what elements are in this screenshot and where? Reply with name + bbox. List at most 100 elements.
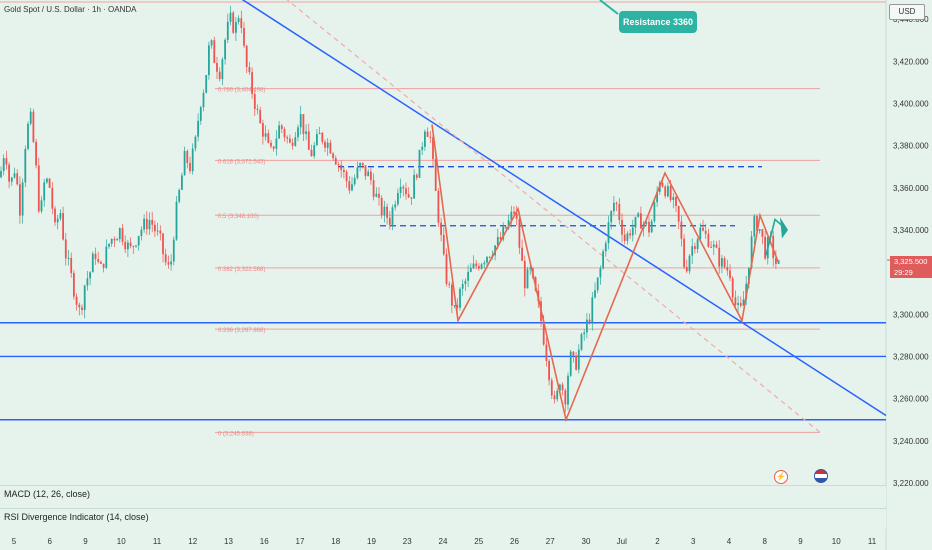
candle-body-270 [729, 270, 731, 279]
candle-body-56 [151, 219, 154, 225]
candle-body-245 [661, 182, 664, 187]
candle-body-241 [650, 221, 653, 233]
candle-body-84 [226, 21, 229, 40]
candle-body-137 [370, 171, 372, 181]
candle-body-254 [685, 267, 688, 272]
candle-body-204 [550, 380, 553, 396]
candle-body-76 [205, 75, 208, 93]
candle-body-129 [348, 181, 351, 191]
candle-body-78 [210, 40, 213, 46]
x-tick-19: 3 [691, 537, 696, 546]
candle-body-148 [399, 186, 402, 194]
fib-label-3: 0.382 (3,322.568) [218, 267, 265, 273]
x-tick-16: 30 [582, 537, 591, 546]
candle-body-268 [723, 258, 726, 268]
candle-body-188 [507, 220, 510, 229]
candle-body-208 [561, 384, 564, 391]
candle-body-136 [367, 171, 370, 177]
candle-body-135 [364, 165, 367, 177]
flash-icon[interactable]: ⚡ [774, 470, 788, 484]
candle-body-36 [97, 258, 100, 262]
candle-body-259 [699, 227, 702, 240]
candle-body-145 [391, 207, 394, 225]
candle-body-144 [388, 217, 391, 225]
candle-body-74 [199, 107, 202, 121]
candle-body-55 [148, 219, 151, 230]
candle-body-170 [459, 288, 461, 308]
arrow-head [780, 217, 788, 239]
candle-body-257 [694, 246, 696, 250]
candle-body-154 [415, 174, 418, 178]
candle-body-249 [672, 197, 675, 201]
candle-body-26 [70, 257, 73, 274]
candle-body-49 [132, 246, 135, 248]
candle-body-19 [51, 187, 54, 209]
candle-body-53 [143, 218, 145, 230]
candle-body-255 [688, 255, 691, 272]
x-tick-9: 18 [331, 537, 340, 546]
zigzag-pattern [431, 124, 779, 423]
candle-body-176 [475, 263, 478, 267]
candle-body-164 [442, 234, 445, 255]
candle-body-92 [248, 66, 251, 73]
candle-body-173 [467, 271, 469, 281]
candle-body-67 [181, 175, 183, 190]
candle-body-121 [326, 142, 329, 148]
candle-body-260 [702, 227, 704, 231]
candle-body-5 [13, 173, 16, 178]
candle-body-24 [64, 239, 67, 259]
candle-body-202 [545, 344, 548, 361]
rsi-pane[interactable]: RSI Divergence Indicator (14, close) [0, 508, 886, 529]
candle-body-22 [59, 213, 62, 219]
candle-body-272 [734, 297, 737, 305]
candle-body-89 [240, 18, 243, 28]
candle-body-275 [742, 299, 745, 306]
candle-body-97 [262, 123, 264, 137]
y-tick-7: 3,300.000 [893, 310, 929, 319]
candle-body-171 [461, 284, 464, 289]
candle-body-209 [564, 390, 567, 405]
fib-label-1: 0.618 (3,372.543) [218, 159, 265, 165]
resistance-badge: Resistance 3360 [619, 11, 697, 33]
candle-body-138 [372, 180, 375, 197]
trendline-0 [241, 0, 887, 417]
candle-body-271 [731, 278, 734, 298]
candle-body-83 [224, 39, 226, 60]
candle-body-59 [159, 230, 162, 234]
candle-body-274 [739, 302, 742, 306]
candle-body-180 [486, 256, 488, 263]
candle-body-58 [156, 230, 159, 232]
y-tick-9: 3,260.000 [893, 395, 929, 404]
candle-body-207 [559, 384, 561, 391]
candle-body-87 [235, 22, 237, 33]
candle-body-21 [56, 218, 59, 223]
candle-body-80 [216, 62, 218, 72]
candle-body-20 [54, 208, 56, 223]
candle-body-17 [46, 178, 48, 183]
candle-body-232 [626, 233, 629, 241]
candle-body-123 [332, 153, 334, 159]
x-tick-7: 16 [260, 537, 269, 546]
candle-body-236 [637, 213, 640, 217]
candle-body-128 [345, 172, 348, 182]
fib-label-4: 0.236 (3,297.868) [218, 328, 265, 334]
candle-body-41 [110, 238, 113, 244]
candle-body-258 [696, 239, 699, 250]
resistance-pointer [599, 0, 619, 15]
candle-body-131 [353, 177, 356, 185]
candle-body-85 [229, 12, 232, 22]
candle-body-31 [83, 285, 86, 310]
candle-body-40 [108, 243, 110, 247]
candle-body-146 [394, 204, 397, 208]
candle-body-51 [137, 236, 140, 246]
us-flag-icon[interactable] [814, 469, 828, 483]
candle-body-278 [750, 236, 753, 268]
y-tick-11: 3,220.000 [893, 479, 929, 488]
candle-body-102 [275, 138, 278, 149]
candle-body-190 [513, 211, 515, 214]
macd-pane[interactable]: MACD (12, 26, close) [0, 485, 886, 506]
candle-body-141 [380, 197, 383, 216]
candle-body-215 [580, 334, 583, 350]
currency-selector[interactable]: USD [889, 4, 925, 20]
